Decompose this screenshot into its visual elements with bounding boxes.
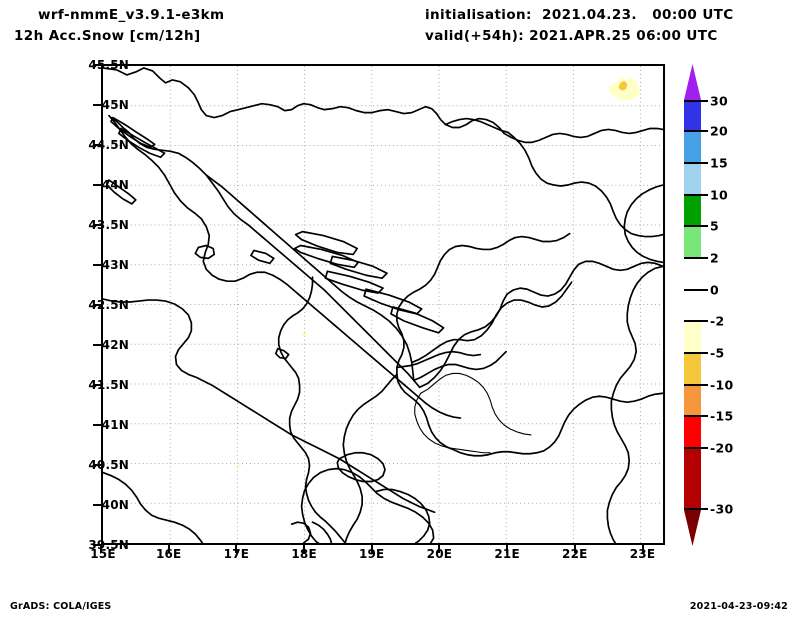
model-title: wrf-nmmE_v3.9.1-e3km: [38, 7, 225, 23]
y-tick-label: 41.5N: [88, 378, 129, 392]
colorbar-band-neg15-neg10: [684, 385, 701, 416]
colorbar-legend[interactable]: 30 20 15 10 5 2 0 -2 -5 -10 -15 -20 -30: [684, 64, 733, 546]
x-tick-label: 17E: [223, 547, 250, 561]
colorbar-tick-label: -10: [710, 377, 734, 393]
x-tick-label: 16E: [155, 547, 182, 561]
colorbar-tick-label: 20: [710, 123, 728, 139]
colorbar-band-5-10: [684, 195, 701, 226]
colorbar-tick-label: 5: [710, 218, 719, 234]
colorbar-band-neg5-neg2: [684, 321, 701, 353]
colorbar-band-10-15: [684, 163, 701, 195]
y-tick-label: 44.5N: [88, 138, 129, 152]
colorbar-band-neg10-neg5: [684, 353, 701, 385]
colorbar-tick-label: 2: [710, 250, 719, 266]
colorbar-band-neg2-0: [684, 290, 701, 321]
field-title: 12h Acc.Snow [cm/12h]: [14, 28, 201, 44]
x-tick-label: 19E: [358, 547, 385, 561]
colorbar-tick-label: 30: [710, 93, 728, 109]
colorbar-tick-label: 10: [710, 187, 728, 203]
x-tick-label: 15E: [90, 547, 116, 561]
colorbar-band-15-20: [684, 131, 701, 163]
colorbar-tick-label: -30: [710, 501, 734, 517]
y-tick-label: 45.5N: [88, 58, 129, 72]
colorbar-band-2-5: [684, 226, 701, 258]
x-tick-label: 23E: [629, 547, 656, 561]
snow-field-overlay: [237, 76, 641, 468]
map-coastlines-and-borders: [103, 67, 663, 543]
colorbar-tick-label: -15: [710, 408, 734, 424]
y-tick-label: 40.5N: [88, 458, 129, 472]
grads-credit: GrADS: COLA/IGES: [10, 601, 112, 612]
x-tick-label: 18E: [291, 547, 317, 561]
x-tick-label: 21E: [494, 547, 520, 561]
colorbar-band-neg30-neg20: [684, 448, 701, 510]
colorbar-band-0-2: [684, 258, 701, 290]
triangle-down-icon: [684, 510, 701, 546]
x-tick-label: 22E: [562, 547, 588, 561]
colorbar-tick-label: -2: [710, 313, 725, 329]
colorbar-tick-label: -20: [710, 440, 734, 456]
y-tick-label: 43N: [101, 258, 129, 272]
y-tick-label: 42N: [101, 338, 129, 352]
valid-time: valid(+54h): 2021.APR.25 06:00 UTC: [425, 28, 718, 44]
y-tick-label: 43.5N: [88, 218, 129, 232]
map-canvas: [103, 66, 663, 543]
colorbar-band-20-30: [684, 100, 701, 131]
colorbar-tick-label: 15: [710, 155, 728, 171]
triangle-up-icon: [684, 64, 701, 100]
colorbar-tick-label: -5: [710, 345, 725, 361]
colorbar-tick-label: 0: [710, 282, 719, 298]
y-tick-label: 39.5N: [88, 538, 129, 552]
initialisation-time: initialisation: 2021.04.23. 00:00 UTC: [425, 7, 734, 23]
generated-time: 2021-04-23-09:42: [689, 601, 788, 612]
y-tick-label: 41N: [101, 418, 129, 432]
y-tick-label: 42.5N: [88, 298, 129, 312]
y-tick-label: 45N: [101, 98, 129, 112]
y-tick-label: 40N: [101, 498, 129, 512]
map-plot-area[interactable]: [101, 64, 665, 545]
y-tick-label: 44N: [101, 178, 129, 192]
colorbar-band-neg20-neg15: [684, 416, 701, 448]
x-tick-label: 20E: [426, 547, 453, 561]
